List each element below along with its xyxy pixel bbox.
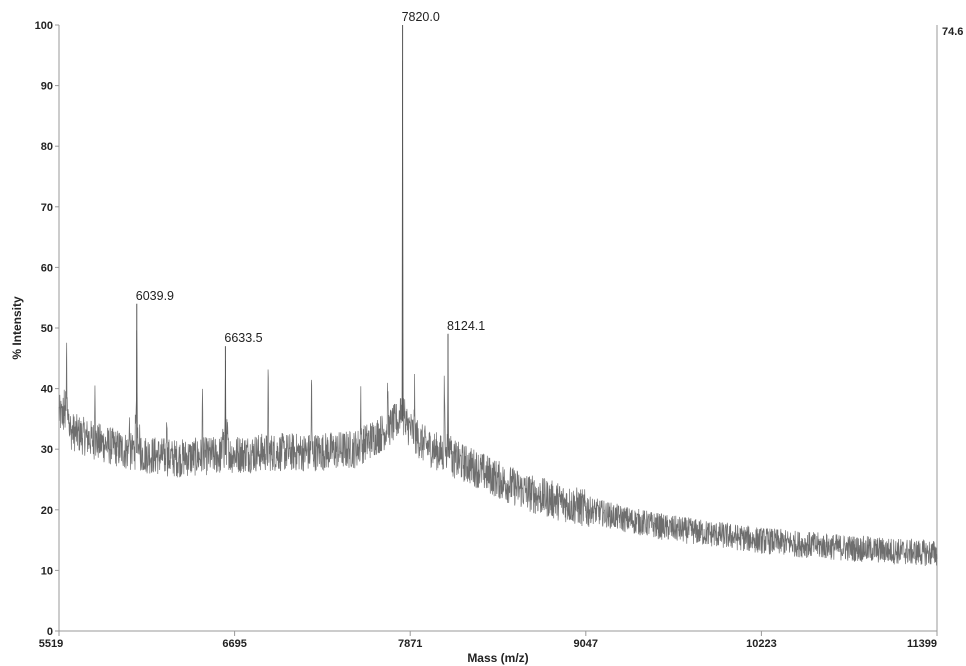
- y-tick-label: 80: [41, 141, 53, 153]
- y-tick-label: 100: [35, 20, 53, 32]
- peak-label: 7820.0: [402, 10, 440, 24]
- spectrum-trace: [58, 60, 938, 567]
- x-axis-title: Mass (m/z): [467, 651, 528, 665]
- x-tick-label: 5519: [39, 638, 63, 650]
- scale-max-label: 74.6: [942, 26, 963, 38]
- y-tick-label: 30: [41, 444, 53, 456]
- peak-lines: [136, 25, 449, 457]
- x-tick-label: 11399: [907, 638, 937, 650]
- spectrum-line: [58, 60, 938, 567]
- x-tick-label: 7871: [398, 638, 422, 650]
- x-tick-label: 6695: [222, 638, 246, 650]
- y-tick-label: 60: [41, 262, 53, 274]
- y-tick-label: 10: [41, 565, 53, 577]
- x-tick-label: 9047: [574, 638, 598, 650]
- y-tick-label: 0: [47, 626, 53, 638]
- y-tick-label: 50: [41, 323, 53, 335]
- y-axis: 0 10 20 30 40 50 60 70 80 90 100: [35, 20, 60, 638]
- y-tick-label: 70: [41, 202, 53, 214]
- y-tick-label: 20: [41, 505, 53, 517]
- y-axis-title: % Intensity: [10, 296, 24, 360]
- y-tick-label: 90: [41, 81, 53, 93]
- peak-label: 6633.5: [224, 331, 262, 345]
- y-tick-label: 40: [41, 384, 53, 396]
- peak-labels: 6039.9 6633.5 7820.0 8124.1: [136, 10, 485, 345]
- x-tick-label: 10223: [746, 638, 777, 650]
- peak-label: 6039.9: [136, 289, 174, 303]
- peak-label: 8124.1: [447, 319, 485, 333]
- x-axis: 5519 6695 7871 9047 10223 11399: [39, 630, 938, 650]
